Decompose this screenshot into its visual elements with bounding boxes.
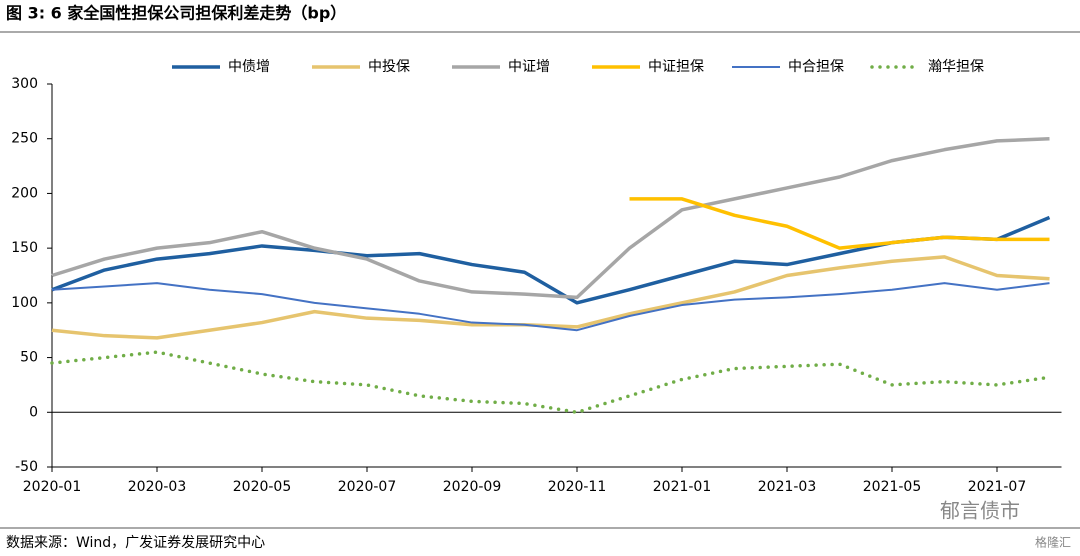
- series-line: [50, 350, 1052, 415]
- x-tick-label: 2020-09: [443, 479, 502, 495]
- x-tick-label: 2021-07: [968, 479, 1027, 495]
- y-tick-label: -50: [15, 459, 38, 475]
- legend-label: 中证担保: [648, 59, 704, 75]
- x-tick-label: 2020-01: [23, 479, 82, 495]
- legend-label: 瀚华担保: [928, 59, 984, 75]
- y-tick-label: 200: [11, 185, 38, 201]
- series-line: [51, 282, 1050, 332]
- source: 数据来源：Wind，广发证券发展研究中心: [6, 535, 265, 551]
- legend-label: 中投保: [368, 59, 410, 75]
- watermark: 格隆汇: [1035, 535, 1071, 550]
- series-line: [629, 197, 1050, 250]
- legend-label: 中证增: [508, 59, 550, 75]
- watermark: 郁言债市: [940, 499, 1020, 523]
- x-tick-label: 2021-03: [758, 479, 817, 495]
- y-tick-label: 0: [29, 404, 38, 420]
- legend-label: 中合担保: [788, 59, 844, 75]
- x-tick-label: 2020-03: [128, 479, 187, 495]
- x-tick-label: 2021-01: [653, 479, 712, 495]
- y-tick-label: 100: [11, 295, 38, 311]
- x-tick-label: 2020-07: [338, 479, 397, 495]
- series-line: [51, 255, 1050, 340]
- x-tick-label: 2021-05: [863, 479, 922, 495]
- x-tick-label: 2020-11: [548, 479, 607, 495]
- y-tick-label: 250: [11, 131, 38, 147]
- y-tick-label: 150: [11, 240, 38, 256]
- y-tick-label: 300: [11, 76, 38, 92]
- x-tick-label: 2020-05: [233, 479, 292, 495]
- series-line: [51, 136, 1050, 300]
- chart-title: 图 3: 6 家全国性担保公司担保利差走势（bp）: [6, 4, 346, 23]
- legend-label: 中债增: [228, 59, 270, 75]
- y-tick-label: 50: [20, 350, 38, 366]
